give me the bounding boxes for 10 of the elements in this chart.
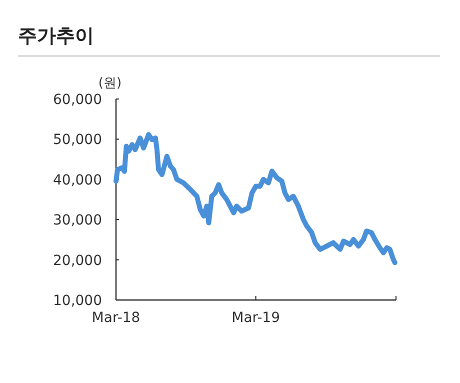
x-tick-label: Mar-18 <box>92 310 140 326</box>
y-tick-label: 30,000 <box>53 212 102 229</box>
y-tick-label: 50,000 <box>53 132 102 148</box>
x-tick-label: Mar-19 <box>232 310 280 326</box>
y-tick-label: 10,000 <box>53 293 102 309</box>
y-tick-label: 20,000 <box>53 252 102 269</box>
y-tick-label: 60,000 <box>53 92 102 108</box>
y-tick-label: 40,000 <box>53 172 102 188</box>
chart-title: 주가추이 <box>18 25 94 47</box>
y-axis-title: (원) <box>98 76 122 91</box>
